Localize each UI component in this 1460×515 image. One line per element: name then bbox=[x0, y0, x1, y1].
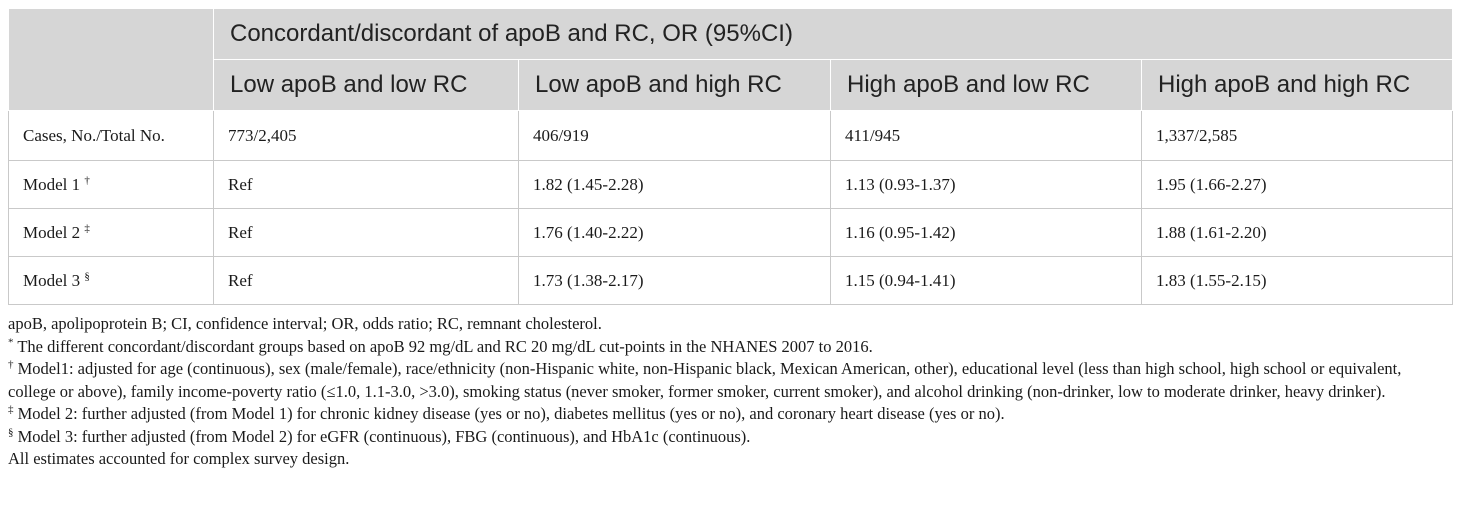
footnote-text: All estimates accounted for complex surv… bbox=[8, 449, 350, 468]
footnote-text: apoB, apolipoprotein B; CI, confidence i… bbox=[8, 314, 602, 333]
row-label: Model 1 † bbox=[8, 160, 214, 209]
table-cell: 1.83 (1.55-2.15) bbox=[1140, 256, 1454, 305]
footnote: apoB, apolipoprotein B; CI, confidence i… bbox=[8, 313, 1452, 336]
table-cell: Ref bbox=[213, 256, 519, 305]
footnote-mark: § bbox=[8, 426, 14, 438]
results-table-container: Concordant/discordant of apoB and RC, OR… bbox=[8, 8, 1454, 305]
footnote-text: Model 3: further adjusted (from Model 2)… bbox=[13, 426, 751, 446]
table-cell: 1.95 (1.66-2.27) bbox=[1140, 160, 1454, 209]
table-cell: 1.82 (1.45-2.28) bbox=[518, 160, 831, 209]
row-label: Model 2 ‡ bbox=[8, 208, 214, 257]
row-label-text: Model 2 bbox=[23, 222, 85, 242]
footnote-mark: * bbox=[8, 336, 14, 348]
footnote-mark: † bbox=[8, 358, 14, 371]
row-label-mark: † bbox=[84, 173, 90, 186]
column-header: Low apoB and low RC bbox=[213, 59, 519, 111]
footnote: * The different concordant/discordant gr… bbox=[8, 336, 1452, 359]
column-header-row: Low apoB and low RC Low apoB and high RC… bbox=[9, 59, 1454, 111]
footnote-text: Model 2: further adjusted (from Model 1)… bbox=[13, 404, 1005, 423]
row-label-mark: § bbox=[84, 269, 90, 282]
row-label-text: Model 1 bbox=[23, 174, 85, 194]
table-cell: 1.15 (0.94-1.41) bbox=[830, 256, 1142, 305]
table-cell: 1.16 (0.95-1.42) bbox=[830, 208, 1142, 257]
row-label: Cases, No./Total No. bbox=[8, 110, 214, 161]
footnote-text: The different concordant/discordant grou… bbox=[13, 336, 873, 356]
table-row: Model 3 § Ref 1.73 (1.38-2.17) 1.15 (0.9… bbox=[8, 256, 1454, 305]
group-header: Concordant/discordant of apoB and RC, OR… bbox=[212, 8, 1454, 60]
footnote-text: Model1: adjusted for age (continuous), s… bbox=[8, 359, 1402, 401]
table-cell: 773/2,405 bbox=[213, 110, 519, 161]
table-cell: 1.73 (1.38-2.17) bbox=[518, 256, 831, 305]
row-label-text: Cases, No./Total No. bbox=[23, 125, 165, 145]
group-header-row: Concordant/discordant of apoB and RC, OR… bbox=[8, 8, 1454, 111]
table-cell: 411/945 bbox=[830, 110, 1142, 161]
table-cell: 1,337/2,585 bbox=[1140, 110, 1454, 161]
table-cell: 1.88 (1.61-2.20) bbox=[1140, 208, 1454, 257]
column-header: High apoB and low RC bbox=[830, 59, 1142, 111]
table-cell: 406/919 bbox=[518, 110, 831, 161]
footnote-mark: ‡ bbox=[8, 403, 14, 416]
row-label-header bbox=[8, 8, 214, 111]
row-label-mark: ‡ bbox=[84, 221, 90, 234]
table-row: Cases, No./Total No. 773/2,405 406/919 4… bbox=[8, 110, 1454, 161]
row-label: Model 3 § bbox=[8, 256, 214, 305]
table-cell: 1.13 (0.93-1.37) bbox=[830, 160, 1142, 209]
column-header: Low apoB and high RC bbox=[518, 59, 831, 111]
row-label-text: Model 3 bbox=[23, 270, 85, 290]
table-cell: Ref bbox=[213, 208, 519, 257]
table-row: Model 2 ‡ Ref 1.76 (1.40-2.22) 1.16 (0.9… bbox=[8, 208, 1454, 257]
footnote: † Model1: adjusted for age (continuous),… bbox=[8, 358, 1452, 403]
table-row: Model 1 † Ref 1.82 (1.45-2.28) 1.13 (0.9… bbox=[8, 160, 1454, 209]
table-cell: 1.76 (1.40-2.22) bbox=[518, 208, 831, 257]
table-cell: Ref bbox=[213, 160, 519, 209]
footnote: All estimates accounted for complex surv… bbox=[8, 448, 1452, 471]
table-footnotes: apoB, apolipoprotein B; CI, confidence i… bbox=[8, 313, 1452, 471]
results-table: Concordant/discordant of apoB and RC, OR… bbox=[8, 8, 1454, 305]
footnote: ‡ Model 2: further adjusted (from Model … bbox=[8, 403, 1452, 426]
column-header: High apoB and high RC bbox=[1140, 59, 1454, 111]
footnote: § Model 3: further adjusted (from Model … bbox=[8, 426, 1452, 449]
